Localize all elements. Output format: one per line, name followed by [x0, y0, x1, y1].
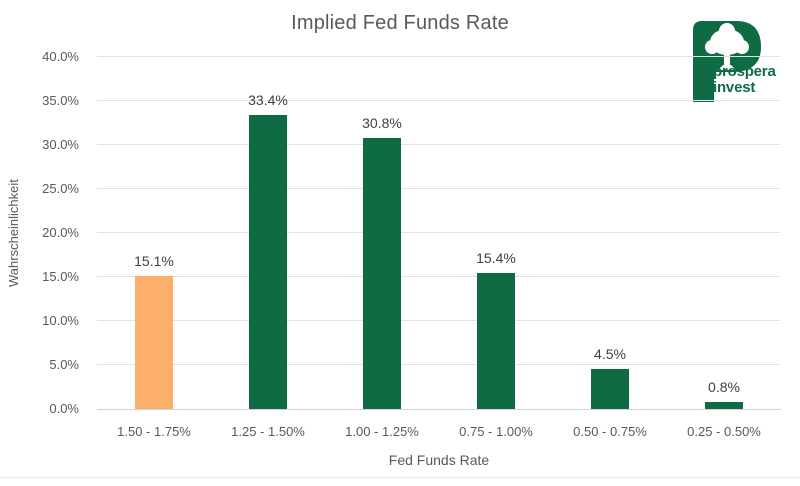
y-tick-label: 20.0%: [42, 225, 79, 240]
brand-logo: prospera invest: [690, 18, 782, 106]
y-axis-tick-labels: 0.0% 5.0% 10.0% 15.0% 20.0% 25.0% 30.0% 35.0% 40…: [0, 49, 88, 416]
x-tick-label: 1.00 - 1.25%: [345, 424, 419, 439]
x-tick-label: 0.25 - 0.50%: [687, 424, 761, 439]
y-tick-label: 15.0%: [42, 269, 79, 284]
bar-value-label: 4.5%: [594, 346, 626, 363]
bar-0.75-1.00-: [477, 273, 515, 409]
grid-line: [97, 232, 781, 233]
y-tick-label: 40.0%: [42, 49, 79, 64]
bar-1.50-1.75-: [135, 276, 173, 409]
grid-line: [97, 56, 781, 57]
bar-value-label: 15.1%: [134, 253, 174, 270]
y-tick-label: 5.0%: [49, 357, 79, 372]
x-tick-label: 0.50 - 0.75%: [573, 424, 647, 439]
x-axis-line: [97, 409, 781, 410]
grid-line: [97, 188, 781, 189]
bar-value-label: 0.8%: [708, 378, 740, 395]
x-tick-label: 0.75 - 1.00%: [459, 424, 533, 439]
bar-1.00-1.25-: [363, 137, 401, 409]
grid-line: [97, 100, 781, 101]
x-axis-title: Fed Funds Rate: [388, 452, 490, 468]
grid-line: [97, 276, 781, 277]
bar-value-label: 33.4%: [248, 92, 288, 109]
chart-bottom-border: [0, 477, 800, 478]
logo-text-line1: prospera: [713, 63, 776, 80]
bar-0.50-0.75-: [591, 369, 629, 409]
x-tick-label: 1.25 - 1.50%: [231, 424, 305, 439]
y-tick-label: 30.0%: [42, 137, 79, 152]
grid-line: [97, 320, 781, 321]
y-tick-label: 25.0%: [42, 181, 79, 196]
bar-value-label: 15.4%: [476, 250, 516, 267]
y-tick-label: 35.0%: [42, 93, 79, 108]
bar-1.25-1.50-: [249, 115, 287, 409]
grid-line: [97, 364, 781, 365]
logo-text-line2: invest: [713, 79, 756, 96]
y-tick-label: 10.0%: [42, 313, 79, 328]
grid-line: [97, 144, 781, 145]
bar-0.25-0.50-: [705, 401, 743, 409]
x-tick-label: 1.50 - 1.75%: [117, 424, 191, 439]
y-tick-label: 0.0%: [49, 401, 79, 416]
chart-title: Implied Fed Funds Rate: [291, 12, 509, 34]
prospera-logo-icon: [693, 21, 761, 102]
bar-value-label: 30.8%: [362, 114, 402, 131]
plot-area: 15.1% 1.50 - 1.75% 33.4% 1.25 - 1.50% 30.8% 1…: [97, 56, 781, 439]
